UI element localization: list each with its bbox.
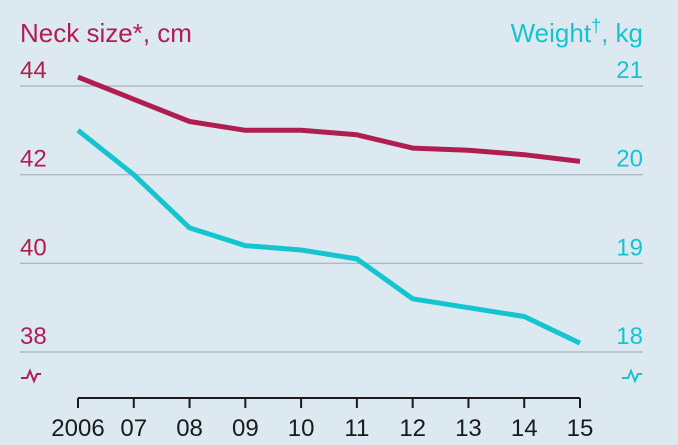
left-axis-ticks: 44 42 40 38 (20, 57, 47, 350)
weight-series-line (76, 128, 582, 346)
x-tick-label: 15 (567, 415, 594, 442)
x-tick-label: 2006 (51, 415, 104, 442)
left-tick-label: 40 (20, 234, 47, 261)
left-tick-label: 44 (20, 57, 47, 84)
right-tick-label: 18 (616, 323, 643, 350)
neck-size-series-line (77, 74, 581, 164)
right-axis-title-main: Weight (511, 18, 592, 48)
x-tick-label: 12 (399, 415, 426, 442)
right-tick-label: 19 (616, 234, 643, 261)
x-axis: 2006 07 08 09 10 11 12 13 14 15 (51, 397, 594, 442)
gridlines (20, 85, 643, 353)
left-tick-label: 42 (20, 146, 47, 173)
x-tick-label: 08 (176, 415, 203, 442)
left-tick-label: 38 (20, 323, 47, 350)
x-tick-label: 09 (232, 415, 259, 442)
right-axis-break-mark (622, 368, 642, 384)
x-tick-label: 13 (455, 415, 482, 442)
right-tick-label: 20 (616, 146, 643, 173)
x-tick-label: 10 (288, 415, 315, 442)
right-tick-label: 21 (616, 57, 643, 84)
right-axis-title-dagger: † (591, 16, 601, 36)
left-axis-break-mark (21, 368, 41, 384)
axis-break-marks (21, 368, 642, 384)
x-tick-label: 07 (120, 415, 147, 442)
right-axis-title: Weight†, kg (511, 16, 643, 48)
right-axis-ticks: 21 20 19 18 (616, 57, 643, 350)
series-layer (76, 74, 582, 346)
left-axis-title: Neck size*, cm (20, 18, 192, 48)
x-tick-label: 11 (344, 415, 369, 442)
x-tick-label: 14 (511, 415, 538, 442)
right-axis-title-unit: , kg (601, 18, 643, 48)
